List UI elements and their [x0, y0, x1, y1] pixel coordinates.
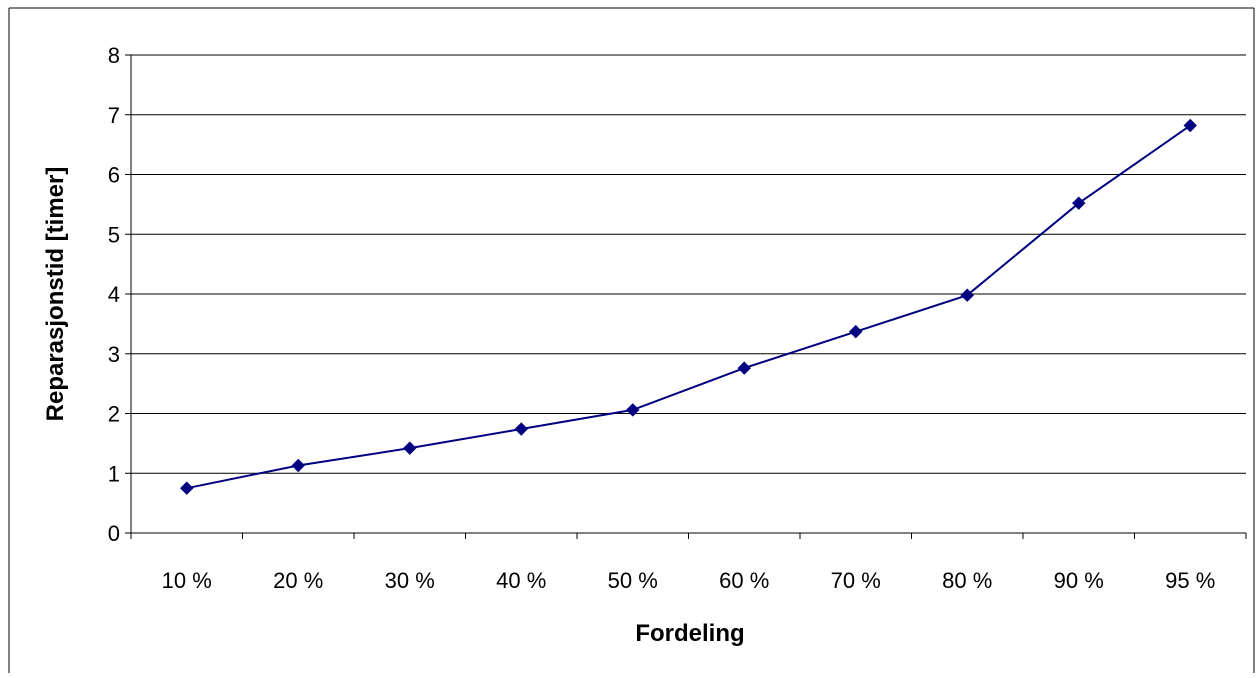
x-tick-label: 95 % — [1165, 568, 1215, 593]
x-tick-label: 70 % — [831, 568, 881, 593]
data-point-marker — [960, 288, 974, 302]
data-point-marker — [1072, 196, 1086, 210]
gridlines — [131, 54, 1246, 474]
y-tick-label: 3 — [108, 342, 120, 367]
y-tick-label: 1 — [108, 461, 120, 486]
y-tick-label: 8 — [108, 43, 120, 68]
x-axis-title: Fordeling — [635, 620, 744, 647]
series-group — [180, 118, 1197, 495]
series-line — [186, 124, 1191, 490]
y-tick-label: 5 — [108, 222, 120, 247]
y-tick-label: 7 — [108, 103, 120, 128]
x-tick-label: 60 % — [719, 568, 769, 593]
data-point-marker — [291, 458, 305, 473]
data-point-marker — [849, 324, 863, 339]
y-tick-label: 4 — [108, 282, 120, 307]
x-tick-label: 90 % — [1054, 568, 1104, 593]
data-point-marker — [1183, 118, 1197, 133]
data-point-marker — [514, 422, 528, 436]
y-tick-labels: 0 1 2 3 4 5 6 7 8 — [108, 43, 120, 546]
x-tick-label: 10 % — [162, 568, 212, 593]
x-tick-labels: 10 % 20 % 30 % 40 % 50 % 60 % 70 % 80 % 90 % 95 % — [162, 568, 1216, 593]
data-point-marker — [737, 361, 751, 375]
y-tick-label: 6 — [108, 163, 120, 188]
data-point-marker — [180, 481, 194, 495]
x-tick-label: 50 % — [608, 568, 658, 593]
x-tick-label: 30 % — [385, 568, 435, 593]
y-tick-label: 0 — [108, 521, 120, 546]
axes — [125, 54, 1247, 539]
data-point-marker — [626, 403, 640, 417]
x-tick-label: 20 % — [273, 568, 323, 593]
x-tick-label: 40 % — [496, 568, 546, 593]
y-axis-title: Reparasjonstid [timer] — [42, 167, 69, 422]
y-tick-label: 2 — [108, 402, 120, 427]
data-point-marker — [403, 441, 417, 455]
x-tick-label: 80 % — [942, 568, 992, 593]
